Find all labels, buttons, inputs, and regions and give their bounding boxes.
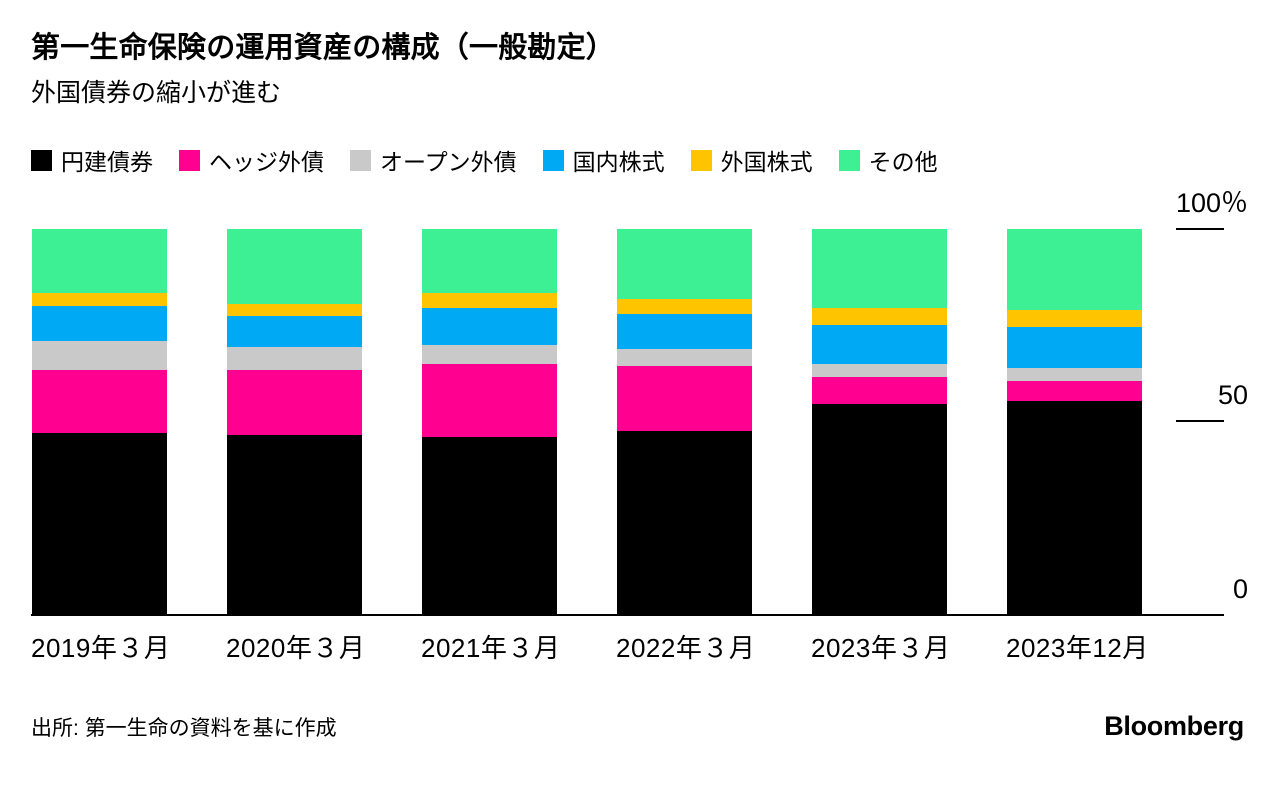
x-axis-label: 2020年３月 bbox=[226, 633, 366, 664]
legend-item: 国内株式 bbox=[542, 143, 665, 177]
bar-segment bbox=[32, 369, 167, 434]
bar-segment bbox=[227, 304, 362, 316]
stacked-bar bbox=[32, 229, 167, 615]
bar-segment bbox=[32, 340, 167, 370]
y-tick-100-mark bbox=[1176, 228, 1224, 231]
bar-segment bbox=[422, 229, 557, 293]
legend-swatch bbox=[179, 149, 200, 171]
bar-segment bbox=[1007, 400, 1142, 615]
legend-swatch bbox=[31, 149, 52, 171]
bar-segment bbox=[1007, 229, 1142, 311]
x-axis-label: 2023年12月 bbox=[1006, 633, 1149, 664]
bar-segment bbox=[32, 229, 167, 293]
bar-segment bbox=[422, 363, 557, 438]
bar-segment bbox=[1007, 381, 1142, 401]
legend-swatch bbox=[350, 149, 371, 171]
source-note: 出所: 第一生命の資料を基に作成 bbox=[31, 716, 337, 740]
bar-segment bbox=[227, 346, 362, 370]
bars-container bbox=[32, 229, 1142, 615]
bar-segment bbox=[617, 229, 752, 299]
legend-item: ヘッジ外債 bbox=[179, 143, 324, 177]
legend-item: オープン外債 bbox=[350, 143, 517, 177]
stacked-bar bbox=[422, 229, 557, 615]
x-axis-label: 2022年３月 bbox=[616, 633, 756, 664]
legend-label: 円建債券 bbox=[61, 149, 153, 176]
bar-segment bbox=[227, 315, 362, 347]
bar-segment bbox=[1007, 310, 1142, 328]
legend-item: 円建債券 bbox=[31, 143, 153, 177]
x-axis-label: 2019年３月 bbox=[31, 633, 171, 664]
legend-swatch bbox=[690, 149, 712, 171]
bar-segment bbox=[227, 369, 362, 436]
stacked-bar bbox=[617, 229, 752, 615]
bloomberg-logo: Bloomberg bbox=[1104, 711, 1244, 742]
y-axis-label-100: 100％ bbox=[1175, 188, 1248, 219]
legend-label: ヘッジ外債 bbox=[209, 149, 324, 176]
legend-swatch bbox=[838, 149, 860, 171]
stacked-bar bbox=[1007, 229, 1142, 615]
legend-item: 外国株式 bbox=[690, 143, 813, 177]
bar-segment bbox=[812, 404, 947, 615]
legend-label: オープン外債 bbox=[380, 149, 517, 176]
bar-segment bbox=[32, 433, 167, 615]
legend-item: その他 bbox=[838, 143, 938, 177]
bar-segment bbox=[812, 308, 947, 326]
bar-segment bbox=[617, 431, 752, 615]
stacked-bar-chart: 100％ 50 0 bbox=[31, 189, 1248, 617]
bar-segment bbox=[617, 298, 752, 314]
bar-segment bbox=[617, 313, 752, 349]
bar-segment bbox=[422, 344, 557, 364]
x-axis-label: 2021年３月 bbox=[421, 633, 561, 664]
legend-label: その他 bbox=[868, 149, 938, 176]
x-axis-labels: 2019年３月 2020年３月 2021年３月 2022年３月 2023年３月 2023年… bbox=[31, 628, 1279, 665]
footer: 出所: 第一生命の資料を基に作成 Bloomberg bbox=[31, 711, 1244, 742]
chart-subtitle: 外国債券の縮小が進む bbox=[31, 79, 282, 108]
x-axis-label: 2023年３月 bbox=[811, 633, 951, 664]
x-axis-line bbox=[31, 614, 1224, 617]
legend-label: 外国株式 bbox=[720, 149, 813, 176]
y-axis-label-50: 50 bbox=[1217, 380, 1248, 411]
chart-title: 第一生命保険の運用資産の構成（一般勘定） bbox=[31, 32, 616, 64]
chart-page: 第一生命保険の運用資産の構成（一般勘定） 外国債券の縮小が進む 円建債券 ヘッジ外… bbox=[0, 30, 1279, 742]
legend-label: 国内株式 bbox=[572, 149, 665, 176]
bar-segment bbox=[617, 365, 752, 432]
bar-segment bbox=[1007, 367, 1142, 382]
bar-segment bbox=[32, 306, 167, 341]
bar-segment bbox=[812, 229, 947, 309]
bar-segment bbox=[422, 308, 557, 345]
y-axis-label-0: 0 bbox=[1232, 574, 1248, 605]
bar-segment bbox=[812, 377, 947, 405]
y-tick-50-mark bbox=[1176, 420, 1224, 423]
stacked-bar bbox=[227, 229, 362, 615]
bar-segment bbox=[1007, 327, 1142, 368]
bar-segment bbox=[617, 348, 752, 366]
bar-segment bbox=[812, 325, 947, 364]
bar-segment bbox=[227, 435, 362, 615]
bar-segment bbox=[227, 229, 362, 305]
stacked-bar bbox=[812, 229, 947, 615]
bar-segment bbox=[422, 437, 557, 615]
bar-segment bbox=[812, 363, 947, 378]
legend: 円建債券 ヘッジ外債 オープン外債 国内株式 外国株式 その他 bbox=[31, 143, 1279, 177]
bar-segment bbox=[32, 292, 167, 307]
legend-swatch bbox=[542, 149, 564, 171]
bar-segment bbox=[422, 292, 557, 309]
